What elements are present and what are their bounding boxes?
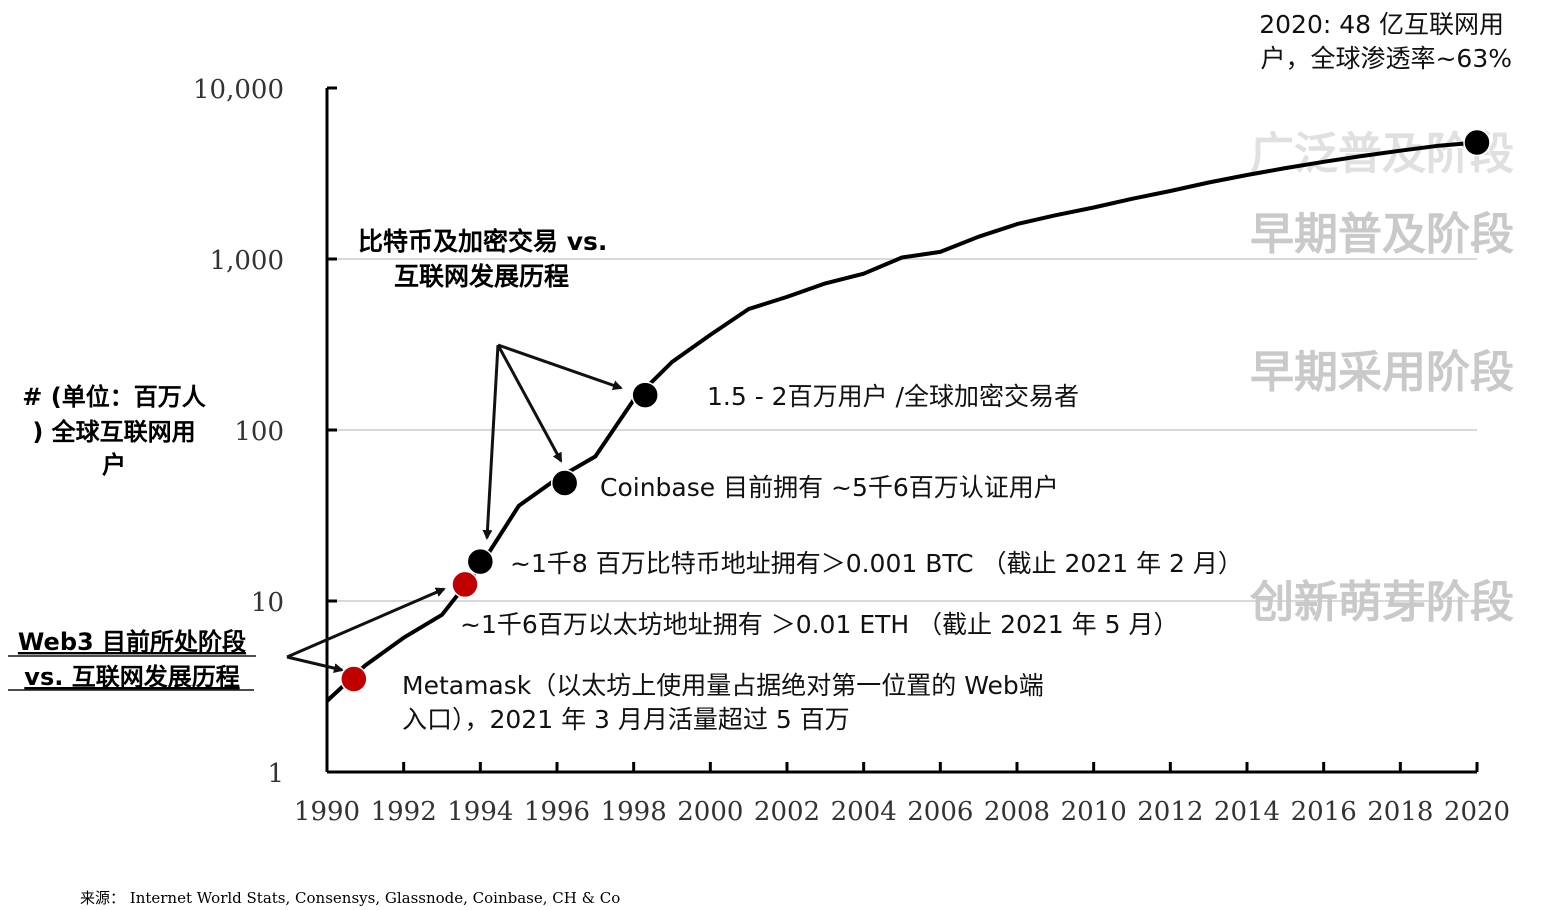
highlight-point (466, 547, 495, 576)
x-tick-label: 1994 (447, 797, 513, 827)
annotation-1998: 1.5 - 2百万用户 /全球加密交易者 (707, 382, 1079, 411)
web3-title-line2: vs. 互联网发展历程 (24, 663, 239, 691)
bitcoin-arrows (482, 343, 623, 540)
x-tick-label: 2004 (831, 797, 897, 827)
y-axis-label-line1: # (单位：百万人 (22, 383, 205, 411)
x-tick-label: 2002 (754, 797, 820, 827)
x-tick-label: 2000 (677, 797, 743, 827)
highlight-point (340, 665, 368, 693)
highlight-point (451, 570, 479, 599)
stage-label-early-adoption: 早期采用阶段 (1250, 347, 1514, 398)
x-tick-label: 1990 (294, 797, 360, 827)
y-tick-label: 1,000 (210, 246, 284, 276)
y-axis-label-line3: 户 (102, 451, 126, 479)
x-tick-label: 1992 (371, 797, 437, 827)
y-tick-label: 100 (234, 417, 284, 447)
bitcoin-title-line1: 比特币及加密交易 vs. (358, 227, 607, 256)
x-tick-label: 2010 (1061, 797, 1127, 827)
arrow-to-1996 (496, 344, 563, 463)
source-note: 来源： Internet World Stats, Consensys, Gla… (80, 889, 620, 907)
annotation-coinbase: Coinbase 目前拥有 ~5千6百万认证用户 (600, 473, 1059, 502)
annotation-eth: ~1千6百万以太坊地址拥有 ＞0.01 ETH （截止 2021 年 5 月） (460, 610, 1178, 639)
x-tick-label: 2018 (1367, 797, 1433, 827)
highlight-point (631, 381, 659, 409)
internet-users-line (325, 140, 1478, 703)
arrow-to-eth (286, 587, 446, 659)
x-ticks: 1990 1992 1994 1996 1998 2000 2002 2004 2006 2008… (294, 762, 1510, 827)
y-tick-label: 10 (251, 588, 284, 618)
x-tick-label: 2016 (1291, 797, 1357, 827)
y-axis-label-line2: ) 全球互联网用 (32, 418, 195, 446)
y-tick-label: 10,000 (193, 75, 284, 105)
stage-label-early-adoption-broad: 早期普及阶段 (1250, 209, 1514, 260)
x-tick-label: 1996 (524, 797, 590, 827)
x-tick-label: 2008 (984, 797, 1050, 827)
annotation-metamask-line1: Metamask（以太坊上使用量占据绝对第一位置的 Web端 (402, 671, 1044, 700)
arrow-to-1994 (482, 344, 500, 540)
x-tick-label: 2006 (907, 797, 973, 827)
annotation-btc: ~1千8 百万比特币地址拥有＞0.001 BTC （截止 2021 年 2 月） (510, 549, 1243, 578)
annotation-metamask-line2: 入口），2021 年 3 月月活量超过 5 百万 (402, 705, 850, 734)
web3-arrows (286, 587, 446, 674)
highlight-points (340, 128, 1491, 693)
arrow-to-metamask (286, 655, 344, 674)
y-tick-label: 1 (267, 759, 284, 789)
bitcoin-title-line2: 互联网发展历程 (394, 262, 569, 291)
x-tick-label: 1998 (601, 797, 667, 827)
web3-title-line1: Web3 目前所处阶段 (18, 628, 246, 656)
endpoint-note-line1: 2020: 48 亿互联网用 (1259, 10, 1504, 39)
x-tick-label: 2020 (1444, 797, 1510, 827)
x-tick-label: 2014 (1214, 797, 1280, 827)
y-ticks: 10,000 1,000 100 10 1 (193, 75, 337, 789)
highlight-point (1463, 128, 1491, 157)
x-tick-label: 2012 (1137, 797, 1203, 827)
highlight-point (550, 469, 579, 497)
endpoint-note-line2: 户，全球渗透率~63% (1260, 44, 1512, 73)
arrow-to-1998 (497, 343, 623, 391)
stage-label-innovation: 创新萌芽阶段 (1250, 577, 1514, 628)
